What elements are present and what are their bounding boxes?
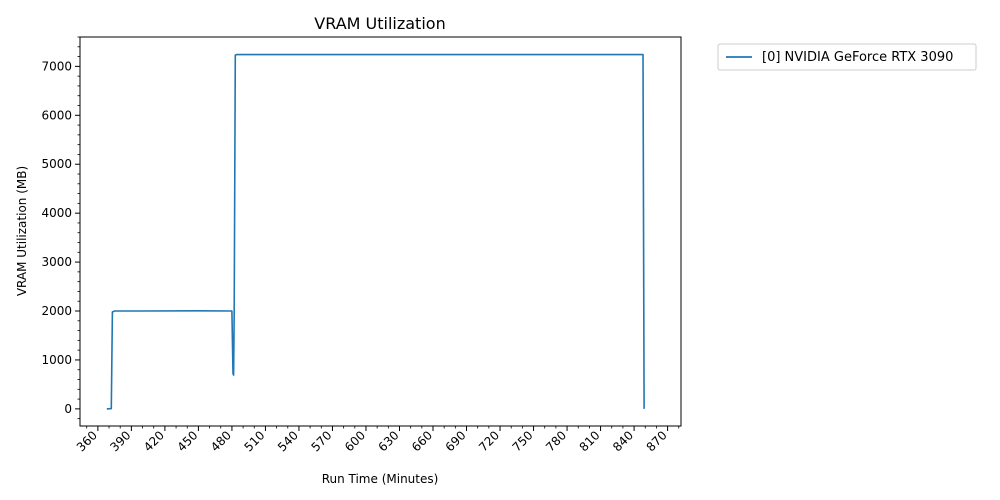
y-tick-label: 3000: [41, 255, 72, 269]
x-tick-label: 840: [610, 428, 636, 454]
x-tick-label: 660: [409, 428, 435, 454]
y-tick-label: 5000: [41, 157, 72, 171]
x-tick-label: 510: [241, 428, 267, 454]
x-tick-label: 690: [443, 428, 469, 454]
y-tick-label: 0: [64, 402, 72, 416]
x-tick-label: 720: [476, 428, 502, 454]
x-tick-label: 540: [275, 428, 301, 454]
x-tick-label: 390: [107, 428, 133, 454]
legend: [0] NVIDIA GeForce RTX 3090: [717, 43, 977, 71]
y-axis-label: VRAM Utilization (MB): [15, 166, 29, 296]
x-tick-label: 870: [644, 428, 670, 454]
series-layer: [106, 53, 645, 410]
x-axis-label: Run Time (Minutes): [322, 472, 439, 486]
y-tick-label: 2000: [41, 304, 72, 318]
x-tick-label: 750: [510, 428, 536, 454]
y-axis: 0 1000 2000 3000 4000 5000 6000 7000: [41, 36, 80, 420]
x-tick-label: 600: [342, 428, 368, 454]
x-tick-label: 630: [376, 428, 402, 454]
y-tick-label: 4000: [41, 206, 72, 220]
x-tick-label: 360: [74, 428, 100, 454]
y-tick-label: 6000: [41, 108, 72, 122]
y-tick-label: 1000: [41, 353, 72, 367]
x-tick-label: 480: [208, 428, 234, 454]
x-tick-label: 420: [141, 428, 167, 454]
x-tick-label: 570: [308, 428, 334, 454]
legend-frame: [717, 43, 977, 71]
x-tick-label: 810: [577, 428, 603, 454]
legend-entry-label: [0] NVIDIA GeForce RTX 3090: [762, 50, 953, 65]
x-tick-label: 780: [543, 428, 569, 454]
x-tick-label: 450: [174, 428, 200, 454]
x-axis: 360 390 420 450 480 510 540 570 600 630 660 690 720 7…: [74, 426, 680, 454]
plot-frame: [79, 36, 682, 427]
y-tick-label: 7000: [41, 59, 72, 73]
plot-area: [79, 36, 682, 427]
series-line: [106, 53, 645, 410]
chart-title: VRAM Utilization: [314, 14, 445, 33]
